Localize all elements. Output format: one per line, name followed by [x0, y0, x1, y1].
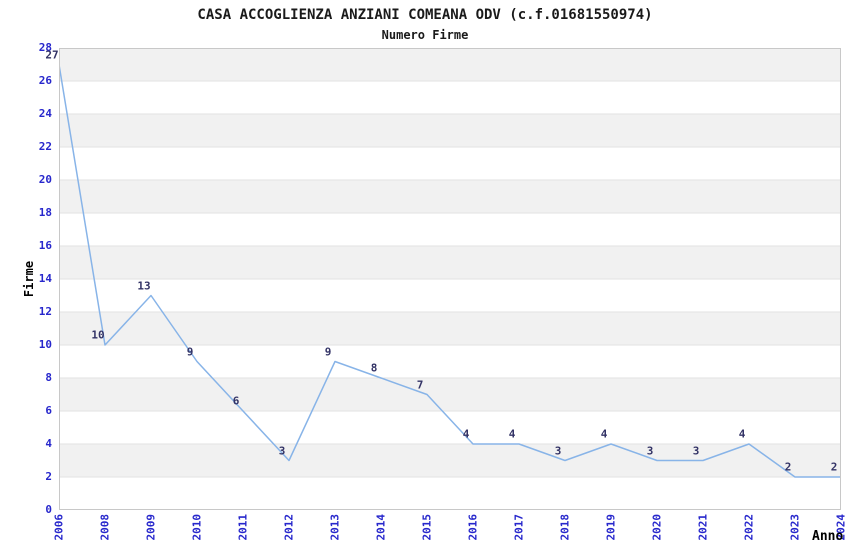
y-tick-label: 0	[45, 503, 52, 516]
data-value-label: 4	[738, 427, 746, 441]
x-tick-label: 2011	[236, 514, 250, 541]
x-tick-label: 2015	[420, 514, 434, 541]
data-line	[58, 64, 841, 478]
x-tick-label: 2009	[144, 514, 158, 541]
plot-border	[59, 48, 841, 510]
data-value-label: 9	[186, 345, 194, 358]
data-value-label: 9	[324, 345, 332, 358]
data-value-label: 3	[646, 444, 654, 457]
x-tick-label: 2014	[374, 514, 388, 541]
band-stripe	[59, 444, 841, 477]
band-stripe	[59, 378, 841, 411]
data-value-label: 4	[508, 427, 516, 441]
x-tick-label: 2016	[466, 514, 480, 541]
x-tick-label: 2019	[604, 514, 618, 541]
y-tick-label: 24	[38, 107, 52, 120]
band-stripe	[59, 312, 841, 345]
y-tick-label: 10	[38, 338, 52, 351]
y-tick-label: 16	[38, 239, 52, 252]
data-value-label: 27	[45, 48, 59, 61]
plot-area	[58, 48, 841, 510]
y-tick-label: 26	[38, 74, 52, 87]
data-value-label: 6	[232, 394, 240, 408]
y-tick-label: 22	[38, 140, 52, 153]
data-value-label: 7	[416, 378, 424, 391]
data-value-label: 2	[830, 460, 838, 474]
x-tick-label: 2012	[282, 514, 296, 541]
line-plot-svg	[58, 48, 841, 510]
data-value-label: 4	[600, 427, 608, 441]
x-tick-label: 2020	[650, 514, 664, 541]
x-tick-label: 2021	[696, 514, 710, 541]
data-value-label: 3	[692, 444, 700, 457]
data-value-label: 3	[278, 444, 286, 457]
data-value-label: 4	[462, 427, 470, 441]
band-stripe	[59, 48, 841, 81]
x-tick-label: 2018	[558, 514, 572, 541]
y-tick-label: 18	[38, 206, 52, 219]
x-tick-label: 2013	[328, 514, 342, 541]
y-axis-title: Firme	[22, 260, 36, 298]
x-tick-label: 2008	[98, 514, 112, 541]
y-tick-label: 2	[45, 470, 52, 483]
band-stripe	[59, 180, 841, 213]
y-tick-label: 28	[38, 41, 52, 54]
x-tick-label: 2017	[512, 514, 526, 541]
data-value-label: 3	[554, 444, 562, 457]
data-value-label: 13	[137, 279, 151, 292]
x-tick-label: 2010	[190, 514, 204, 541]
data-value-label: 8	[370, 361, 378, 375]
y-tick-label: 4	[45, 437, 52, 450]
x-tick-label: 2023	[788, 514, 802, 541]
band-stripe	[59, 114, 841, 147]
data-value-label: 2	[784, 460, 792, 474]
x-tick-label: 2006	[52, 514, 66, 541]
data-value-label: 10	[91, 328, 105, 342]
x-tick-label: 2022	[742, 514, 756, 541]
band-stripe	[59, 246, 841, 279]
chart-title: CASA ACCOGLIENZA ANZIANI COMEANA ODV (c.…	[197, 7, 653, 23]
chart-subtitle: Numero Firme	[381, 28, 469, 42]
y-tick-label: 8	[45, 371, 52, 384]
y-tick-label: 6	[45, 404, 52, 417]
y-tick-label: 20	[38, 173, 52, 186]
y-tick-label: 14	[38, 272, 52, 285]
x-axis-title: Anno	[812, 529, 844, 544]
y-tick-label: 12	[38, 305, 52, 318]
